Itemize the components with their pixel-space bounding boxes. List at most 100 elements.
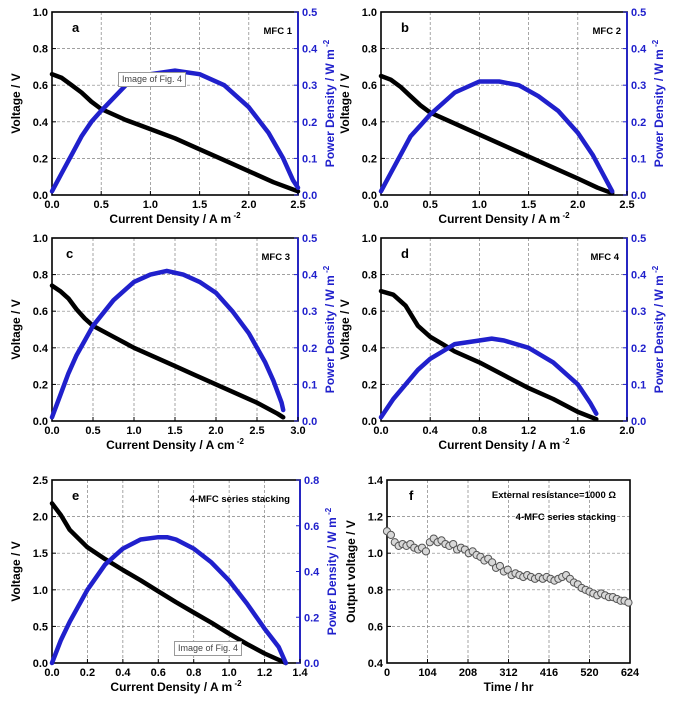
x-tick-label: 1.4 (292, 667, 308, 679)
y2-tick-label: 0.2 (304, 612, 319, 624)
y2-tick-label: 0.5 (302, 7, 317, 19)
y-tick-label: 0.6 (362, 80, 377, 92)
y2-tick-label: 0.4 (302, 270, 318, 282)
y2-tick-label: 0.4 (631, 44, 647, 56)
panel-annotation: MFC 4 (591, 252, 620, 263)
y-tick-label: 0.4 (362, 343, 378, 355)
panel-annotation: MFC 2 (593, 26, 622, 37)
y2-tick-label: 0.4 (304, 567, 320, 579)
chart-panel-f: 0 104 208 312 416 520 624 0.4 0.6 0.8 1.0 1.2 1.4 Tim… (344, 475, 640, 694)
plot-frame (51, 11, 299, 196)
x-tick-label: 2.5 (249, 425, 264, 437)
data-point (503, 565, 512, 574)
y2-tick-label: 0.0 (631, 416, 646, 428)
y2-tick-label: 0.0 (302, 190, 317, 202)
y2-tick-label: 0.0 (304, 658, 319, 670)
data-point (449, 539, 458, 549)
data-point (421, 547, 431, 556)
y-tick-label: 0.5 (33, 621, 48, 633)
y-tick-label: 1.0 (368, 548, 383, 560)
x-tick-label: 3.0 (290, 425, 305, 437)
x-tick-label: 0.0 (373, 199, 388, 211)
x-axis-title: Current Density / A m -2 (109, 211, 241, 226)
y-tick-label: 1.0 (33, 585, 48, 597)
power-density-line (378, 79, 615, 194)
x-axis-title: Current Density / A m -2 (438, 211, 570, 226)
image-badge-bottom: Image of Fig. 4 (174, 641, 243, 656)
y-tick-label: 0.4 (33, 117, 49, 129)
data-point (488, 558, 497, 567)
x-tick-label: 1.0 (472, 199, 487, 211)
panel-annotation: MFC 3 (262, 252, 291, 263)
x-tick-label: 624 (621, 667, 640, 679)
y-tick-label: 0.4 (362, 117, 378, 129)
y-tick-label: 1.0 (362, 233, 377, 245)
y-tick-label: 0.8 (362, 44, 377, 56)
y2-tick-label: 0.3 (302, 306, 317, 318)
y-tick-label: 0.2 (362, 379, 377, 391)
plot-frame (380, 237, 628, 422)
y-tick-label: 0.6 (33, 306, 48, 318)
y-tick-label: 2.5 (33, 475, 48, 487)
x-tick-label: 416 (540, 667, 558, 679)
y-axis-title: Voltage / V (9, 73, 23, 133)
x-tick-label: 1.5 (192, 199, 207, 211)
x-tick-label: 1.2 (521, 425, 536, 437)
x-tick-label: 1.2 (257, 667, 272, 679)
y-tick-label: 1.0 (33, 7, 48, 19)
chart-panel-d: 0.0 0.4 0.8 1.2 1.6 2.00.00.20.40.60.81.00.00… (338, 233, 666, 452)
y-tick-label: 1.0 (33, 233, 48, 245)
x-tick-label: 2.0 (619, 425, 634, 437)
voltage-line (49, 71, 301, 194)
x-tick-label: 1.6 (570, 425, 585, 437)
x-tick-label: 1.0 (143, 199, 158, 211)
data-point (386, 530, 395, 540)
x-tick-label: 0.0 (44, 425, 59, 437)
x-tick-label: 0.8 (186, 667, 201, 679)
y2-tick-label: 0.2 (302, 117, 317, 129)
data-point (624, 598, 633, 607)
y2-tick-label: 0.1 (631, 379, 646, 391)
panel-annotation-line: External resistance=1000 Ω (492, 490, 616, 501)
chart-panel-e: 0.0 0.2 0.4 0.6 0.8 1.0 1.2 1.40.00.51.01.52.02… (9, 475, 339, 694)
x-tick-label: 2.0 (208, 425, 223, 437)
y2-tick-label: 0.5 (631, 7, 646, 19)
x-tick-label: 0.5 (85, 425, 100, 437)
y2-tick-label: 0.3 (631, 80, 646, 92)
y-axis-title: Output voltage / V (344, 520, 358, 623)
y2-tick-label: 0.2 (631, 343, 646, 355)
power-density-line (49, 68, 301, 194)
panel-annotation: 4-MFC series stacking (190, 494, 291, 505)
x-axis-title: Current Density / A m -2 (438, 437, 570, 452)
y2-axis-title: Power Density / W m -2 (322, 39, 337, 167)
panel-annotation-line: 4-MFC series stacking (516, 512, 617, 523)
x-axis-title: Current Density / A m -2 (110, 679, 242, 694)
y2-tick-label: 0.0 (631, 190, 646, 202)
y-tick-label: 0.8 (33, 270, 48, 282)
y-tick-label: 0.8 (33, 44, 48, 56)
x-tick-label: 1.0 (126, 425, 141, 437)
y-tick-label: 0.0 (362, 416, 377, 428)
chart-panel-a: 0.0 0.5 1.0 1.5 2.0 2.50.00.20.40.60.81.00.00… (9, 7, 337, 226)
x-tick-label: 0.0 (44, 667, 59, 679)
y2-tick-label: 0.8 (304, 475, 319, 487)
x-tick-label: 2.0 (570, 199, 585, 211)
y-tick-label: 1.0 (362, 7, 377, 19)
y-axis-title: Voltage / V (9, 541, 23, 601)
voltage-line (378, 288, 599, 422)
voltage-line (49, 283, 286, 420)
y-tick-label: 0.2 (33, 379, 48, 391)
y2-axis-title: Power Density / W m -2 (322, 265, 337, 393)
x-tick-label: 312 (499, 667, 517, 679)
power-density-line (378, 336, 599, 420)
y-tick-label: 0.2 (362, 153, 377, 165)
y-axis-title: Voltage / V (9, 299, 23, 359)
y2-axis-title: Power Density / W m -2 (651, 265, 666, 393)
y-tick-label: 0.0 (33, 416, 48, 428)
y2-tick-label: 0.1 (631, 153, 646, 165)
y-tick-label: 1.4 (368, 475, 384, 487)
y2-tick-label: 0.6 (304, 521, 319, 533)
y-tick-label: 1.5 (33, 548, 48, 560)
y-tick-label: 0.8 (368, 585, 383, 597)
